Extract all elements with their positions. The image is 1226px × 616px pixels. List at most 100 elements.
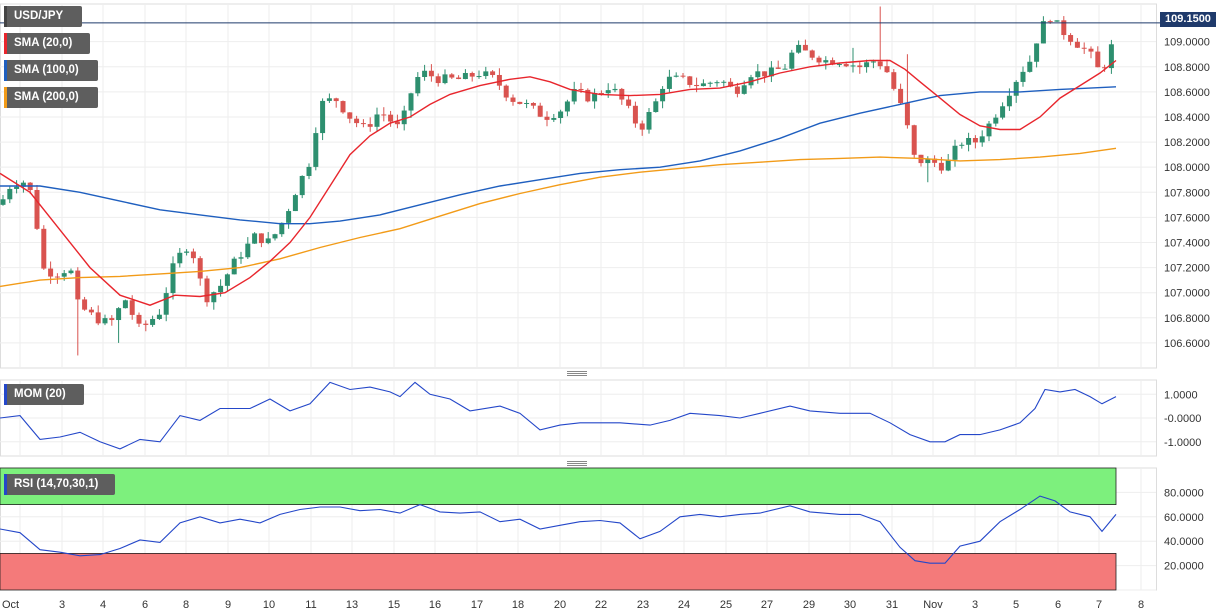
candle-body xyxy=(564,101,570,112)
price-tick-label: 108.4000 xyxy=(1164,112,1210,124)
candle-body xyxy=(388,114,394,122)
candle-body xyxy=(1040,21,1046,44)
candle-body xyxy=(7,188,13,200)
rsi-tick-label: 20.0000 xyxy=(1164,561,1204,573)
candle-body xyxy=(245,243,251,258)
candle-body xyxy=(592,93,598,102)
candle-body xyxy=(476,76,482,78)
candle-body xyxy=(945,159,951,171)
candle-body xyxy=(544,116,550,120)
candle-body xyxy=(340,101,346,113)
candle-body xyxy=(850,65,856,67)
candle-body xyxy=(524,102,530,104)
candle-body xyxy=(68,270,74,274)
candle-body xyxy=(721,81,727,83)
candle-body xyxy=(442,74,448,84)
x-tick-label: 25 xyxy=(720,599,732,611)
candle-body xyxy=(680,75,686,77)
candle-body xyxy=(54,276,60,278)
candle-body xyxy=(843,64,849,67)
candle-body xyxy=(483,71,489,77)
candle-body xyxy=(122,300,128,309)
candle-body xyxy=(177,252,183,264)
x-tick-label: 10 xyxy=(263,599,275,611)
candle-body xyxy=(972,137,978,143)
legend-sma200[interactable]: SMA (200,0) xyxy=(4,87,98,108)
candle-body xyxy=(857,65,863,68)
mom-tick-label: -1.0000 xyxy=(1164,437,1201,449)
x-tick-label: 20 xyxy=(554,599,566,611)
symbol-color-bar xyxy=(4,6,7,27)
candle-body xyxy=(578,88,584,90)
candle-body xyxy=(136,314,142,324)
legend-sma20[interactable]: SMA (20,0) xyxy=(4,33,90,54)
x-tick-label: 6 xyxy=(1055,599,1061,611)
price-tick-label: 107.8000 xyxy=(1164,187,1210,199)
candle-body xyxy=(789,52,795,69)
legend-sma20-label: SMA (20,0) xyxy=(14,37,73,49)
x-tick-label: 11 xyxy=(305,599,316,611)
x-tick-label: 15 xyxy=(388,599,400,611)
candle-body xyxy=(530,102,536,106)
candle-body xyxy=(687,76,693,85)
candle-body xyxy=(279,222,285,235)
legend-mom[interactable]: MOM (20) xyxy=(4,384,84,405)
candle-body xyxy=(925,158,931,164)
candle-body xyxy=(904,103,910,126)
legend-sma100[interactable]: SMA (100,0) xyxy=(4,60,98,81)
candle-body xyxy=(354,118,360,124)
candle-body xyxy=(1027,61,1033,72)
mom-panel-resize-handle[interactable] xyxy=(567,371,587,377)
candle-body xyxy=(938,162,944,171)
x-tick-label: 16 xyxy=(429,599,441,611)
symbol-label[interactable]: USD/JPY xyxy=(4,6,82,27)
price-tick-label: 106.6000 xyxy=(1164,338,1210,350)
candle-body xyxy=(449,74,455,78)
x-tick-label: 13 xyxy=(346,599,358,611)
candle-body xyxy=(660,88,666,102)
symbol-text: USD/JPY xyxy=(14,10,64,22)
candle-body xyxy=(1088,48,1094,52)
rsi-panel-resize-handle[interactable] xyxy=(567,461,587,467)
x-tick-label: 6 xyxy=(142,599,148,611)
candle-body xyxy=(632,105,638,124)
mom-color-swatch xyxy=(4,384,7,405)
price-tick-label: 108.6000 xyxy=(1164,87,1210,99)
candle-body xyxy=(292,195,298,212)
candle-body xyxy=(95,312,101,324)
x-tick-label: 9 xyxy=(225,599,231,611)
legend-rsi[interactable]: RSI (14,70,30,1) xyxy=(4,474,115,495)
candle-body xyxy=(884,66,890,73)
candle-body xyxy=(150,318,156,325)
candle-body xyxy=(272,234,278,239)
candle-body xyxy=(816,57,822,63)
sma100-color-swatch xyxy=(4,60,7,81)
candle-body xyxy=(666,76,672,89)
candle-body xyxy=(864,62,870,68)
candle-body xyxy=(204,278,210,303)
candle-body xyxy=(1020,71,1026,82)
x-tick-label: 24 xyxy=(678,599,690,611)
candle-body xyxy=(102,318,108,324)
candle-body xyxy=(503,85,509,98)
candle-body xyxy=(782,68,788,70)
x-tick-label: 27 xyxy=(761,599,773,611)
x-tick-label: 29 xyxy=(803,599,815,611)
candle-body xyxy=(218,285,224,293)
x-tick-label: Oct xyxy=(2,599,19,611)
sma20-line xyxy=(0,59,1117,306)
candle-body xyxy=(993,117,999,124)
candle-body xyxy=(911,125,917,155)
candle-body xyxy=(435,76,441,84)
candle-body xyxy=(184,251,190,253)
candle-body xyxy=(116,308,122,321)
candle-body xyxy=(959,144,965,146)
candle-body xyxy=(1061,20,1067,36)
candle-body xyxy=(224,274,230,286)
candle-body xyxy=(34,190,40,229)
candle-body xyxy=(360,123,366,125)
candle-body xyxy=(1013,81,1019,96)
candle-body xyxy=(510,97,516,102)
candle-body xyxy=(394,121,400,125)
